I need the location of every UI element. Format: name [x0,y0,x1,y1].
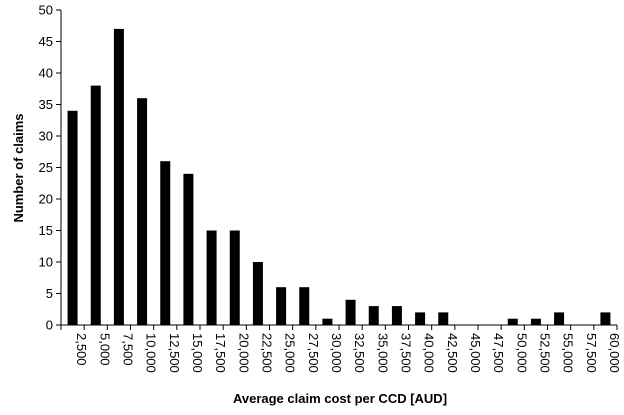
y-tick-label: 15 [39,223,53,238]
x-tick-label: 17,500 [213,333,228,373]
bar [183,174,193,325]
bar [554,312,564,325]
y-tick-label: 10 [39,255,53,270]
y-tick-label: 5 [46,286,53,301]
x-tick-label: 35,000 [375,333,390,373]
y-tick-label: 20 [39,192,53,207]
y-axis-title: Number of claims [11,113,26,222]
y-tick-label: 40 [39,66,53,81]
bar [415,312,425,325]
x-axis-title: Average claim cost per CCD [AUD] [233,391,447,406]
bar [531,319,541,325]
bar [160,161,170,325]
x-tick-label: 25,000 [283,333,298,373]
x-tick-label: 12,500 [167,333,182,373]
bar [137,98,147,325]
x-tick-label: 7,500 [120,333,135,366]
x-tick-label: 47,500 [491,333,506,373]
y-tick-label: 50 [39,3,53,18]
bar [253,262,263,325]
x-tick-label: 2,500 [74,333,89,366]
y-tick-label: 0 [46,318,53,333]
x-tick-label: 27,500 [306,333,321,373]
bar [299,287,309,325]
bar [438,312,448,325]
x-tick-label: 32,500 [352,333,367,373]
bar [68,111,78,325]
x-tick-label: 30,000 [329,333,344,373]
bar [369,306,379,325]
x-tick-label: 22,500 [259,333,274,373]
x-tick-label: 20,000 [236,333,251,373]
bar [230,231,240,326]
x-tick-label: 40,000 [422,333,437,373]
bar [600,312,610,325]
x-tick-label: 60,000 [607,333,622,373]
y-tick-label: 45 [39,34,53,49]
bar [91,86,101,325]
bar [322,319,332,325]
bar [508,319,518,325]
x-tick-label: 42,500 [445,333,460,373]
x-tick-label: 57,500 [584,333,599,373]
x-tick-label: 45,000 [468,333,483,373]
x-tick-label: 5,000 [97,333,112,366]
x-tick-label: 50,000 [514,333,529,373]
x-tick-label: 10,000 [144,333,159,373]
x-tick-label: 15,000 [190,333,205,373]
bar [276,287,286,325]
bar [392,306,402,325]
x-tick-label: 37,500 [398,333,413,373]
x-tick-label: 52,500 [537,333,552,373]
y-tick-label: 35 [39,97,53,112]
bar [114,29,124,325]
y-tick-label: 25 [39,160,53,175]
bar [207,231,217,326]
x-tick-label: 55,000 [561,333,576,373]
bar [346,300,356,325]
y-tick-label: 30 [39,129,53,144]
